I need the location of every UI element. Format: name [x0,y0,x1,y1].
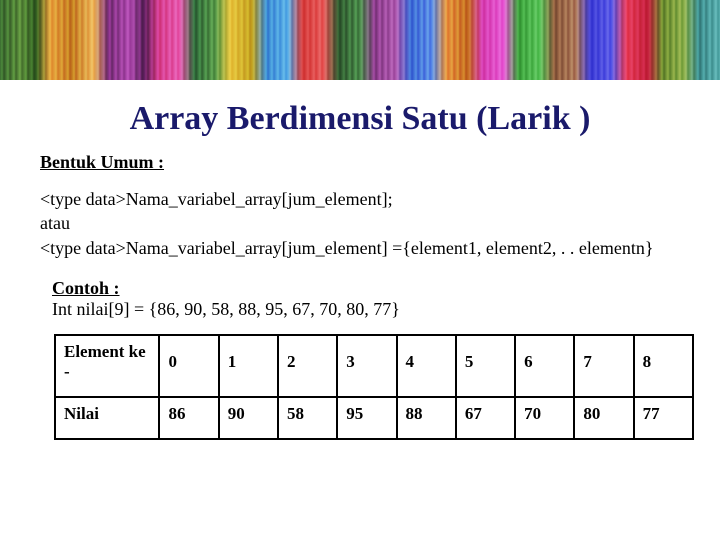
syntax-line-1: <type data>Nama_variabel_array[jum_eleme… [40,187,680,211]
index-cell: 8 [634,335,693,397]
slide-content: Array Berdimensi Satu (Larik ) Bentuk Um… [0,80,720,440]
value-cell: 95 [337,397,396,439]
value-cell: 80 [574,397,633,439]
value-cell: 67 [456,397,515,439]
example-block: Contoh : Int nilai[9] = {86, 90, 58, 88,… [52,278,680,320]
index-cell: 2 [278,335,337,397]
index-cell: 1 [219,335,278,397]
syntax-block: <type data>Nama_variabel_array[jum_eleme… [40,187,680,260]
row-header-value: Nilai [55,397,159,439]
table-row: Element ke - 0 1 2 3 4 5 6 7 8 [55,335,693,397]
value-cell: 90 [219,397,278,439]
general-form-heading: Bentuk Umum : [40,152,680,173]
value-cell: 77 [634,397,693,439]
syntax-line-3: <type data>Nama_variabel_array[jum_eleme… [40,236,680,260]
index-cell: 7 [574,335,633,397]
value-cell: 58 [278,397,337,439]
index-cell: 4 [397,335,456,397]
index-cell: 5 [456,335,515,397]
index-cell: 0 [159,335,218,397]
value-cell: 86 [159,397,218,439]
value-cell: 70 [515,397,574,439]
example-body: Int nilai[9] = {86, 90, 58, 88, 95, 67, … [52,299,400,319]
page-title: Array Berdimensi Satu (Larik ) [40,100,680,138]
index-cell: 3 [337,335,396,397]
example-label: Contoh : [52,278,120,298]
row-header-index: Element ke - [55,335,159,397]
value-cell: 88 [397,397,456,439]
syntax-line-2: atau [40,211,680,235]
decorative-banner [0,0,720,80]
index-cell: 6 [515,335,574,397]
table-row: Nilai 86 90 58 95 88 67 70 80 77 [55,397,693,439]
array-table: Element ke - 0 1 2 3 4 5 6 7 8 Nilai 86 … [54,334,694,440]
